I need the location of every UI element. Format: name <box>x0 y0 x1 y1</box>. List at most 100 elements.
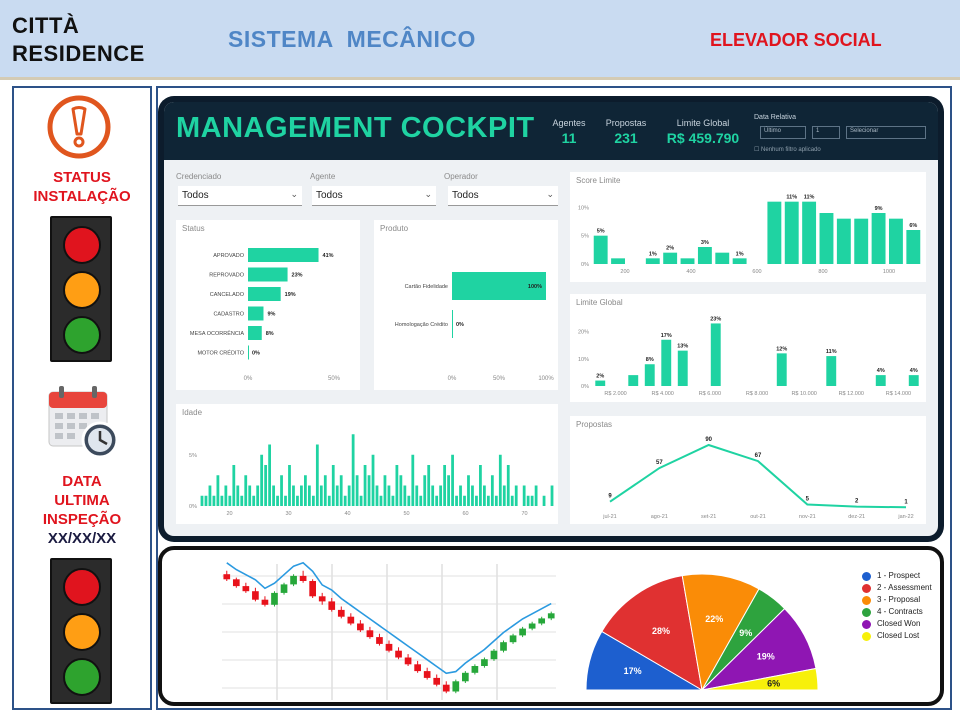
amber-lamp <box>63 613 101 651</box>
bar <box>732 258 747 264</box>
candle <box>280 584 288 593</box>
bar <box>379 495 383 506</box>
data-label: 11% <box>826 349 837 355</box>
chevron-down-icon: ⌄ <box>546 189 554 199</box>
card-title: Limite Global <box>576 298 623 307</box>
data-label: 41% <box>323 253 334 259</box>
pie-legend: 1 - Prospect 2 - Assessment 3 - Proposal 4 … <box>862 570 932 642</box>
bar <box>908 375 919 386</box>
tick-label: 60 <box>462 511 468 517</box>
filter-label: Credenciado <box>176 172 222 181</box>
bar <box>347 485 351 506</box>
kpi-agents: Agentes 11 <box>552 118 586 146</box>
bar <box>802 201 817 264</box>
data-label: 2% <box>666 246 674 252</box>
date-unit-select[interactable]: Selecionar <box>846 126 926 139</box>
bar <box>875 375 886 386</box>
data-label: 5 <box>806 497 810 503</box>
bar <box>463 495 466 506</box>
bar <box>443 465 447 506</box>
credenciado-dropdown[interactable]: Todos ⌄ <box>178 186 302 206</box>
tick-label: 100% <box>538 376 554 382</box>
bar <box>319 485 323 506</box>
data-label: 57 <box>656 460 663 466</box>
candle <box>452 681 460 692</box>
bar <box>645 258 660 264</box>
data-label: 9% <box>875 206 883 212</box>
data-label: 23% <box>292 273 303 279</box>
bar <box>427 465 431 506</box>
date-amount-input[interactable]: 1 <box>812 126 840 139</box>
traffic-light-inspection <box>50 558 112 704</box>
bar <box>455 495 458 506</box>
bar <box>331 465 335 506</box>
bar <box>248 485 252 506</box>
data-label: 17% <box>624 666 642 676</box>
bar <box>264 465 268 506</box>
header-bar: CITTÀ RESIDENCE SISTEMA MECÂNICO ELEVADO… <box>0 0 960 80</box>
bar <box>399 475 403 506</box>
tick-label: R$ 4.000 <box>652 391 674 397</box>
card-title: Propostas <box>576 420 613 429</box>
series-line <box>609 443 907 509</box>
data-label: 19% <box>757 652 775 662</box>
bar <box>611 258 625 264</box>
candle <box>500 642 507 651</box>
bar <box>248 267 288 282</box>
card-title: Idade <box>182 408 203 417</box>
candle <box>442 684 450 692</box>
tick-label: R$ 8.000 <box>746 391 768 397</box>
propostas-card: Propostas 9 jul-21 57 ago-21 90 set-21 67 out-2… <box>570 416 926 524</box>
candle <box>242 586 250 592</box>
tick-label: 40 <box>344 511 350 517</box>
category-label: CADASTRO <box>213 312 244 318</box>
bar <box>300 485 303 506</box>
kpi-global-limit: Limite Global R$ 459.790 <box>666 118 740 146</box>
bar <box>715 252 730 264</box>
bar <box>204 495 208 506</box>
tick-label: ago-21 <box>651 514 668 520</box>
agente-dropdown[interactable]: Todos ⌄ <box>312 186 436 206</box>
date-period-select[interactable]: Último <box>760 126 806 139</box>
candle <box>490 650 498 660</box>
bar <box>248 345 249 360</box>
tick-label: 800 <box>818 269 827 275</box>
operador-dropdown[interactable]: Todos ⌄ <box>448 186 558 206</box>
data-label: 2 <box>855 499 859 505</box>
bar <box>419 495 423 506</box>
candle <box>290 575 297 585</box>
data-label: 0% <box>252 351 260 357</box>
tick-label: R$ 2.000 <box>604 391 626 397</box>
candle <box>528 623 536 629</box>
data-label: 19% <box>285 292 296 298</box>
bar <box>220 495 224 506</box>
pie-slice <box>701 667 819 691</box>
data-label: 8% <box>266 331 274 337</box>
tick-label: 600 <box>752 269 761 275</box>
tick-label: 0% <box>448 376 457 382</box>
candle <box>538 618 546 624</box>
legend-label: Closed Won <box>877 619 921 628</box>
legend-swatch <box>862 595 871 605</box>
green-lamp <box>63 658 101 696</box>
legend-item: 4 - Contracts <box>862 606 932 618</box>
category-label: Cartão Fidelidade <box>405 284 448 290</box>
tick-label: 10% <box>578 357 589 363</box>
bottom-charts: 17% 28% 22% 9% 19% 6% 1 - Prospect 2 - Assessm… <box>158 546 944 706</box>
system-title: SISTEMA MECÂNICO <box>228 26 476 52</box>
bar <box>784 201 799 264</box>
data-label: 12% <box>776 346 787 352</box>
legend-swatch <box>862 631 871 641</box>
bar <box>343 495 347 506</box>
bar <box>447 475 450 506</box>
bar <box>826 356 837 386</box>
bar <box>311 495 315 506</box>
data-label: 9% <box>267 312 275 318</box>
no-filter-checkbox[interactable]: ☐ Nenhum filtro aplicado <box>754 147 821 153</box>
category-label: MOTOR CRÉDITO <box>197 350 244 357</box>
legend-item: 2 - Assessment <box>862 582 932 594</box>
tick-label: 5% <box>189 453 197 459</box>
category-label: CANCELADO <box>210 292 245 298</box>
legend-label: 2 - Assessment <box>877 583 932 592</box>
